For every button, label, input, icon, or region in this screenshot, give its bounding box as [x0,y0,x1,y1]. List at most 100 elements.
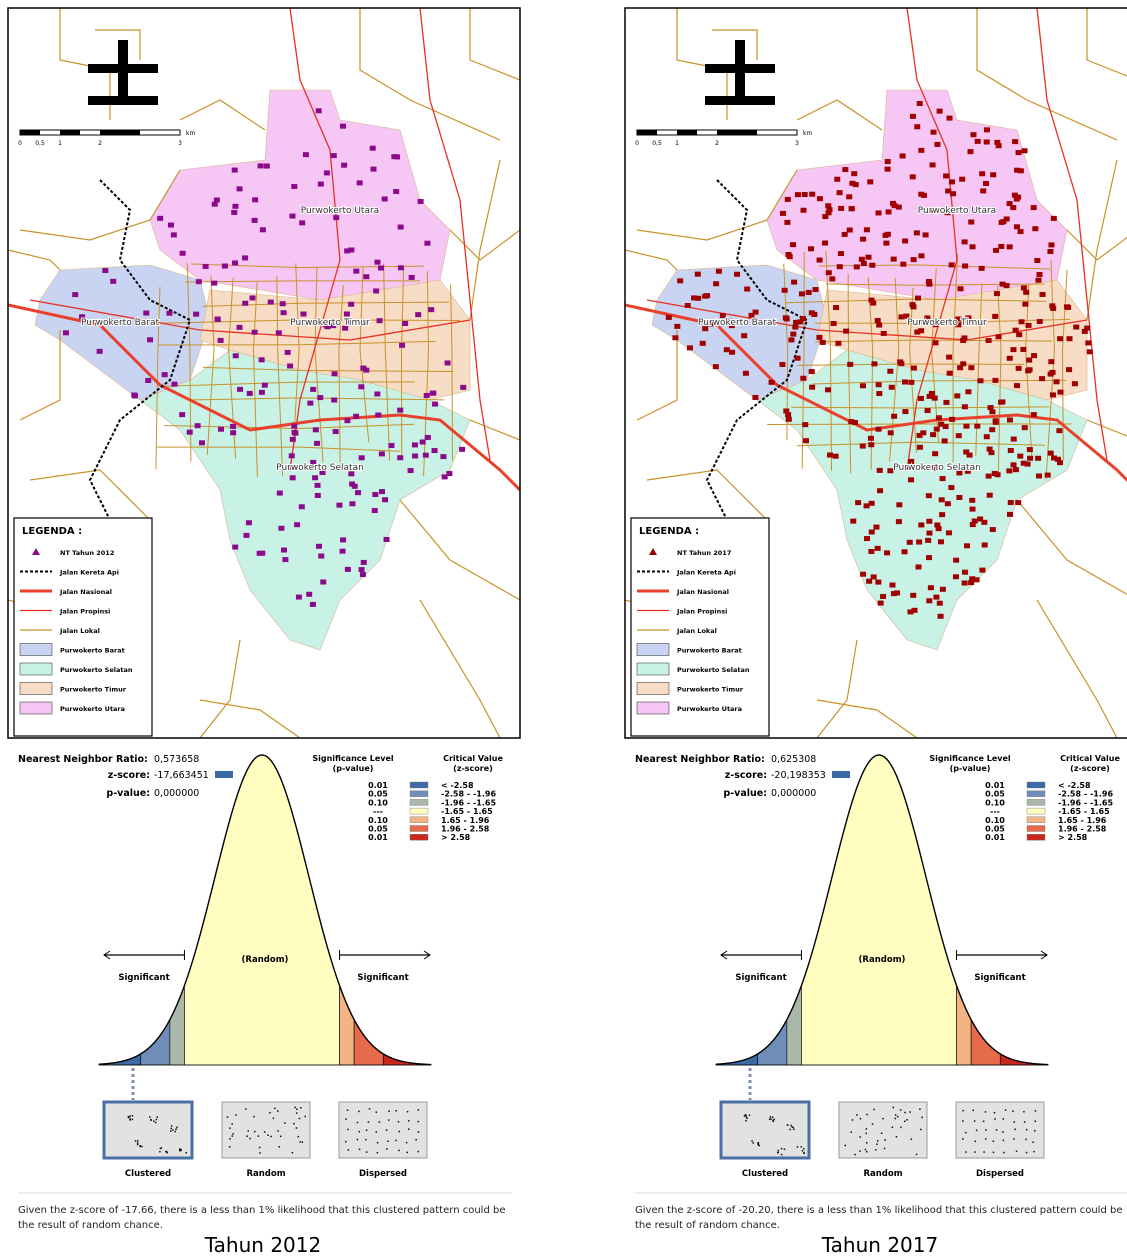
point [842,232,848,237]
point [984,434,990,439]
point [290,475,296,480]
pattern-point [877,1140,879,1142]
point [399,343,405,348]
point [914,330,920,335]
pattern-point [232,1133,234,1135]
point [445,360,451,365]
point [1048,372,1054,377]
point [1032,226,1038,231]
point [822,241,828,246]
point [276,330,282,335]
pattern-point [803,1148,805,1150]
point [878,601,884,606]
pattern-label: Clustered [742,1169,788,1179]
point [1022,302,1028,307]
pattern-point [348,1149,350,1151]
point [833,454,839,459]
point [393,189,399,194]
point [1000,282,1006,287]
point [889,583,895,588]
point [809,369,815,374]
pattern-point [866,1151,868,1153]
point [938,422,944,427]
pattern-point [965,1132,967,1134]
point [218,338,224,343]
critical-range: 1.65 - 1.96 [441,816,490,825]
point [1007,512,1013,517]
pattern-point [985,1129,987,1131]
pattern-point [185,1152,187,1154]
pattern-point [418,1109,420,1111]
point [980,188,986,193]
pattern-point [365,1139,367,1141]
point [816,335,822,340]
point [171,232,177,237]
point [989,427,995,432]
point [965,389,971,394]
pattern-point [884,1139,886,1141]
point [860,383,866,388]
point [809,192,815,197]
point [854,264,860,269]
point [277,491,283,496]
point [313,427,319,432]
point [230,430,236,435]
curve-segment [1000,1054,1048,1065]
point [902,409,908,414]
pattern-point [300,1107,302,1109]
point [285,350,291,355]
point [242,255,248,260]
pattern-point [253,1116,255,1118]
legend-label: NT Tahun 2012 [60,549,114,557]
pattern-box [721,1102,809,1158]
point [979,266,985,271]
point [278,526,284,531]
point [887,369,893,374]
point [936,415,942,420]
point [916,564,922,569]
critical-range: -1.65 - 1.65 [1058,807,1110,816]
point [299,220,305,225]
north-arrow [88,96,158,105]
point [902,379,908,384]
district-label: Purwokerto Timur [907,318,987,328]
pattern-point [406,1142,408,1144]
pattern-point [906,1119,908,1121]
point [415,312,421,317]
point [992,471,998,476]
point [802,422,808,427]
point [974,424,980,429]
pattern-label: Dispersed [976,1169,1024,1179]
point [1073,325,1079,330]
point [1031,412,1037,417]
pattern-point [865,1133,867,1135]
point [898,314,904,319]
point [977,378,983,383]
point [97,349,103,354]
point [1048,242,1054,247]
pattern-point [1034,1130,1036,1132]
pattern-point [299,1118,301,1120]
point [979,171,985,176]
point [340,124,346,129]
point [851,171,857,176]
point [713,364,719,369]
point [1057,336,1063,341]
point [187,430,193,435]
point [920,430,926,435]
level-swatch [1027,799,1045,805]
point [999,220,1005,225]
legend-label: Jalan Propinsi [59,608,110,616]
curve-segment [383,1054,431,1065]
point [203,264,209,269]
pattern-point [304,1116,306,1118]
point [911,257,917,262]
point [889,385,895,390]
pattern-point [1003,1140,1005,1142]
pattern-point [267,1134,269,1136]
legend-symbol [20,644,52,656]
pattern-point [746,1116,748,1118]
critical-range: < -2.58 [1058,781,1091,790]
pattern-point [137,1142,139,1144]
